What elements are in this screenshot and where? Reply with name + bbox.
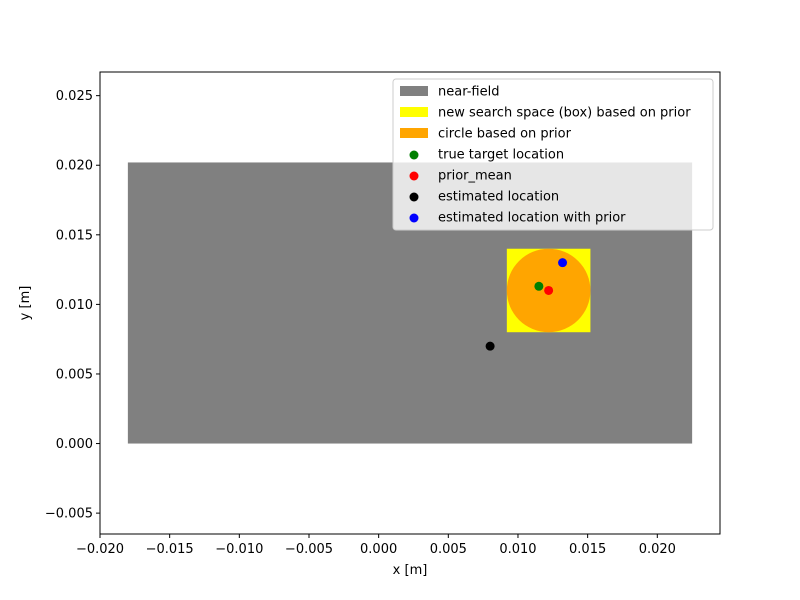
legend-marker-prior-mean	[409, 171, 419, 181]
y-tick-label: 0.025	[56, 89, 93, 104]
x-tick-label: −0.010	[215, 542, 263, 557]
x-tick-label: 0.020	[639, 542, 676, 557]
legend-label-near-field: near-field	[438, 85, 499, 100]
legend-label-estimated-location: estimated location	[438, 190, 559, 205]
y-tick-label: −0.005	[45, 507, 93, 522]
axes-frame	[99, 71, 721, 535]
x-tick-label: 0.010	[499, 542, 536, 557]
legend-marker-estimated-location	[409, 192, 419, 202]
x-tick-label: 0.015	[569, 542, 606, 557]
point-estimated-location	[485, 341, 495, 351]
legend-box	[392, 78, 714, 231]
x-tick-label: 0.000	[360, 542, 397, 557]
legend-label-estimated-location-with-prior: estimated location with prior	[438, 211, 626, 226]
x-tick-label: 0.005	[430, 542, 467, 557]
legend-marker-true-target-location	[409, 150, 419, 160]
legend-swatch-circle-based-on-prior	[400, 128, 428, 138]
legend-marker-estimated-location-with-prior	[409, 213, 419, 223]
y-tick-label: 0.005	[56, 367, 93, 382]
legend-label-true-target-location: true target location	[438, 148, 564, 163]
y-tick-label: 0.015	[56, 228, 93, 243]
legend-swatch-new-search-space-box-based-on-prior	[400, 107, 428, 117]
y-tick-label: 0.000	[56, 437, 93, 452]
point-true-target-location	[534, 281, 544, 291]
x-tick-label: −0.020	[76, 542, 124, 557]
x-tick-label: −0.005	[285, 542, 333, 557]
legend: near-field new search space (box) based o…	[392, 78, 714, 231]
legend-label-prior-mean: prior_mean	[438, 169, 512, 184]
point-prior-mean	[544, 285, 554, 295]
y-tick-label: 0.020	[56, 159, 93, 174]
x-axis-label: x [m]	[393, 563, 428, 578]
x-tick-label: −0.015	[146, 542, 194, 557]
y-tick-label: 0.010	[56, 298, 93, 313]
x-axis: −0.020 −0.015 −0.010 −0.005 0.000 0.005 0.010 0…	[76, 534, 676, 557]
y-axis-label: y [m]	[18, 286, 33, 321]
y-axis: −0.005 0.000 0.005 0.010 0.015 0.020 0.025	[45, 89, 100, 522]
point-estimated-location-with-prior	[558, 258, 568, 268]
legend-label-circle-based-on-prior: circle based on prior	[438, 127, 572, 142]
legend-label-new-search-space-box-based-on-prior: new search space (box) based on prior	[438, 106, 691, 121]
legend-swatch-near-field	[400, 86, 428, 96]
